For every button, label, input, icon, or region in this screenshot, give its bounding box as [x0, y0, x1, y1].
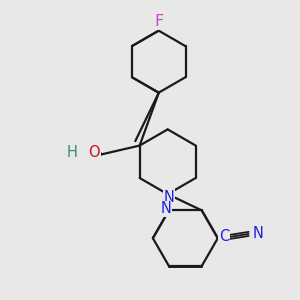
- Text: N: N: [164, 190, 175, 205]
- Text: N: N: [161, 201, 172, 216]
- Text: N: N: [253, 226, 264, 242]
- Text: O: O: [88, 146, 100, 160]
- Text: H: H: [67, 146, 78, 160]
- Text: F: F: [154, 14, 164, 29]
- Text: C: C: [219, 230, 229, 244]
